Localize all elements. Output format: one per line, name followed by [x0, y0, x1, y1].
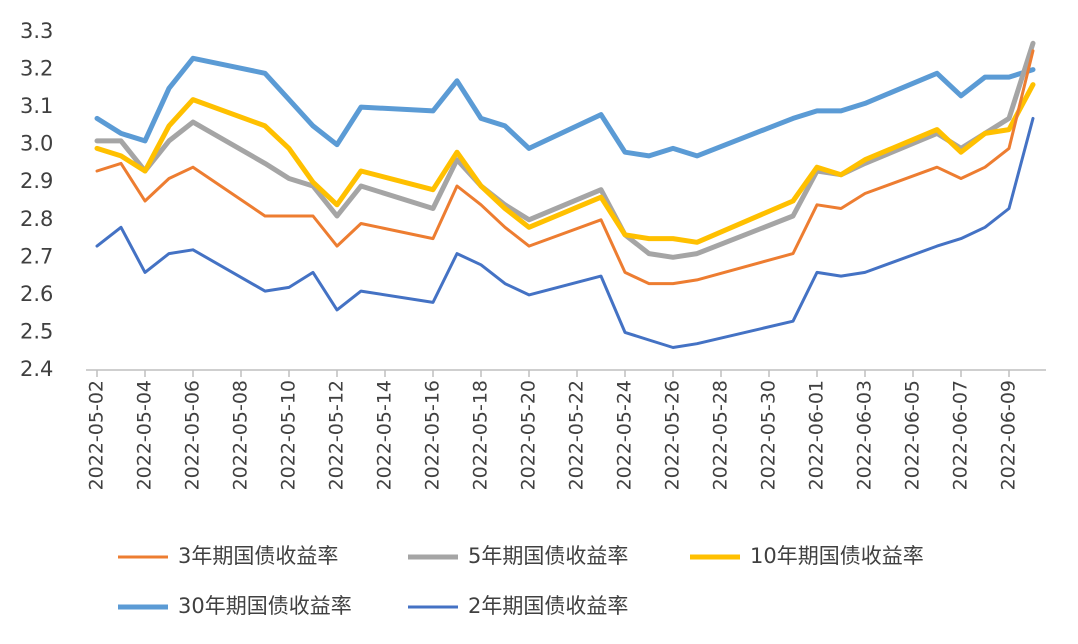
x-tick-label: 2022-05-24 [614, 380, 636, 490]
legend-label: 5年期国债收益率 [468, 544, 628, 568]
x-tick-label: 2022-05-28 [710, 380, 732, 490]
x-tick-label: 2022-05-02 [86, 380, 108, 490]
y-tick-label: 2.7 [20, 244, 53, 268]
legend-label: 2年期国债收益率 [468, 594, 628, 618]
series-line [95, 49, 1035, 286]
x-tick-label: 2022-06-03 [854, 380, 876, 490]
legend-label: 10年期国债收益率 [750, 544, 924, 568]
x-tick-label: 2022-05-10 [278, 380, 300, 490]
x-tick-label: 2022-05-18 [470, 380, 492, 490]
y-tick-label: 2.6 [20, 282, 53, 306]
x-tick-label: 2022-05-12 [326, 380, 348, 490]
y-tick-label: 2.4 [20, 357, 53, 381]
x-tick-label: 2022-06-01 [806, 380, 828, 490]
series-line [94, 55, 1036, 159]
y-tick-label: 3.0 [20, 132, 53, 156]
y-tick-label: 3.3 [20, 19, 53, 43]
y-tick-label: 2.9 [20, 169, 53, 193]
y-tick-label: 2.5 [20, 319, 53, 343]
x-tick-label: 2022-06-09 [998, 380, 1020, 490]
series-line [94, 82, 1036, 245]
x-tick-label: 2022-05-22 [566, 380, 588, 490]
x-tick-label: 2022-05-14 [374, 380, 396, 490]
y-tick-label: 3.2 [20, 57, 53, 81]
y-tick-label: 2.8 [20, 207, 53, 231]
y-tick-label: 3.1 [20, 94, 53, 118]
series-line [94, 40, 1036, 260]
x-tick-label: 2022-05-20 [518, 380, 540, 490]
x-tick-label: 2022-05-26 [662, 380, 684, 490]
x-tick-label: 2022-05-04 [134, 380, 156, 490]
legend-label: 3年期国债收益率 [178, 544, 338, 568]
x-tick-label: 2022-05-08 [230, 380, 252, 490]
series-line [95, 116, 1035, 349]
x-tick-label: 2022-05-30 [758, 380, 780, 490]
legend-label: 30年期国债收益率 [178, 594, 352, 618]
x-tick-label: 2022-05-16 [422, 380, 444, 490]
x-tick-label: 2022-06-07 [950, 380, 972, 490]
x-tick-label: 2022-06-05 [902, 380, 924, 490]
x-tick-label: 2022-05-06 [182, 380, 204, 490]
